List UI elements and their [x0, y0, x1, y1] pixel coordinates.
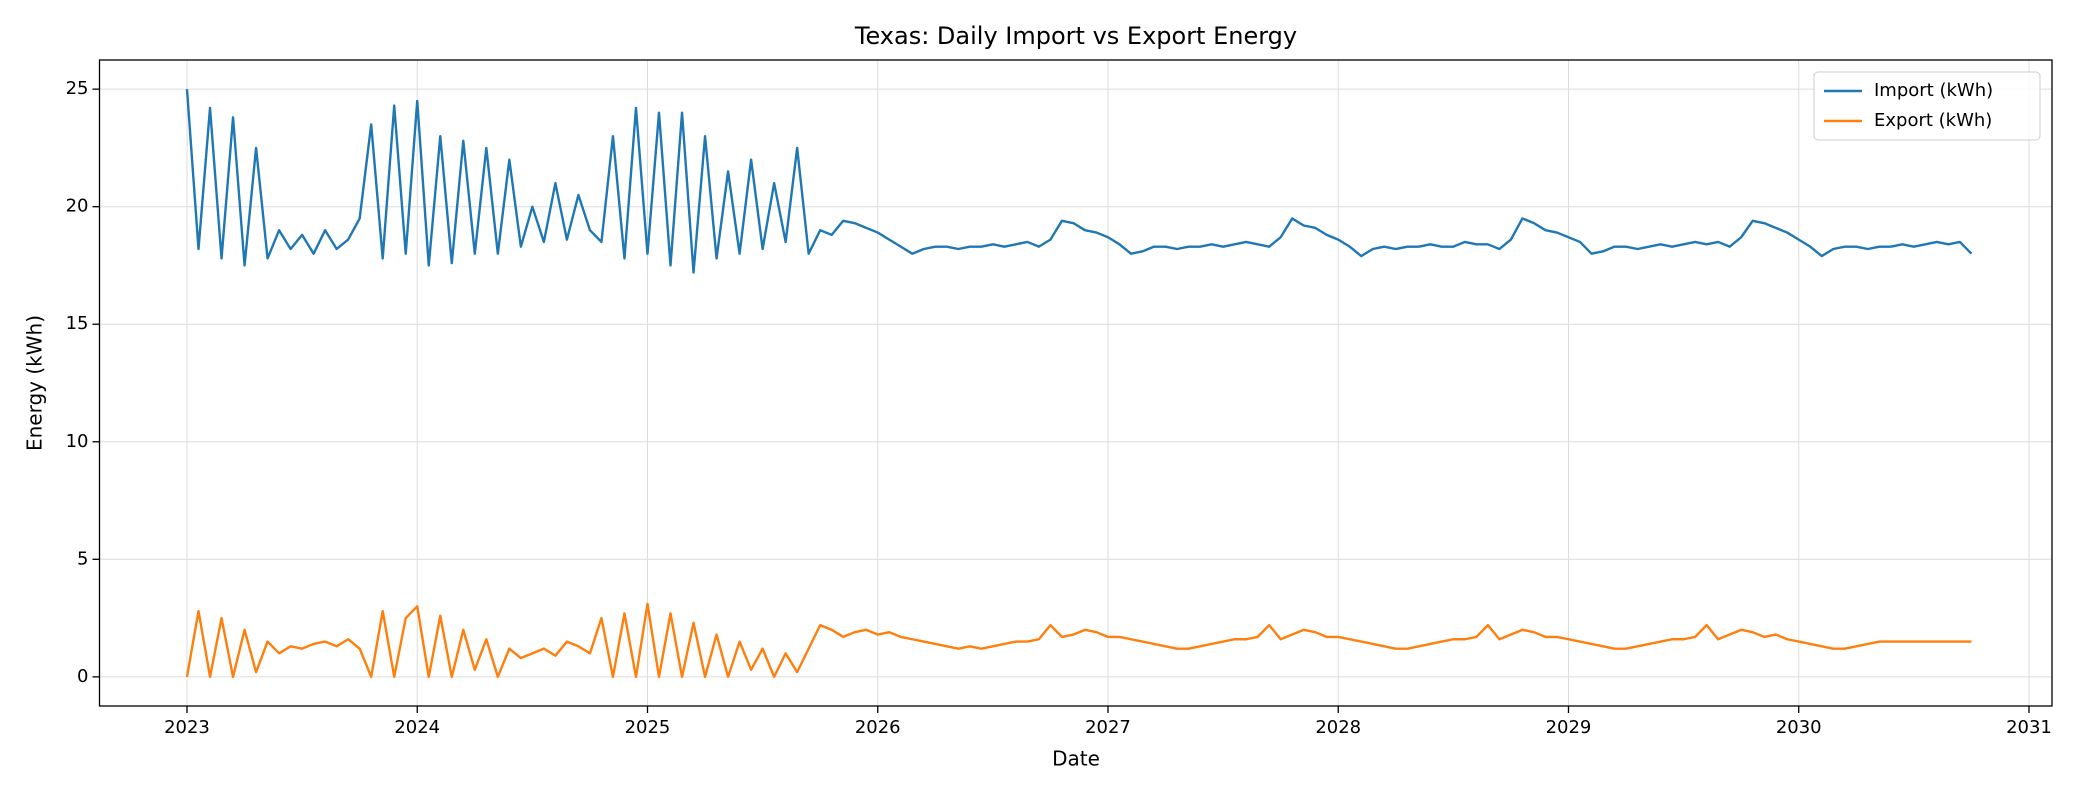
x-tick-label: 2031 — [2006, 717, 2052, 738]
legend-label: Import (kWh) — [1874, 80, 1993, 101]
y-tick-label: 15 — [66, 313, 89, 334]
legend-label: Export (kWh) — [1874, 110, 1992, 131]
y-tick-label: 25 — [66, 78, 89, 99]
x-axis-label: Date — [1052, 747, 1100, 771]
y-tick-label: 0 — [77, 666, 88, 687]
x-tick-label: 2024 — [394, 717, 440, 738]
y-tick-label: 5 — [77, 548, 88, 569]
x-tick-label: 2027 — [1085, 717, 1131, 738]
x-tick-label: 2023 — [164, 717, 210, 738]
chart-title: Texas: Daily Import vs Export Energy — [854, 22, 1297, 50]
x-tick-label: 2030 — [1776, 717, 1822, 738]
y-tick-label: 20 — [66, 196, 89, 217]
y-tick-label: 10 — [66, 431, 89, 452]
x-tick-label: 2029 — [1546, 717, 1592, 738]
x-tick-label: 2025 — [625, 717, 671, 738]
x-tick-label: 2026 — [855, 717, 901, 738]
legend-box — [1813, 71, 2041, 141]
y-axis-label: Energy (kWh) — [23, 315, 47, 451]
plot-frame — [98, 59, 2053, 707]
series-line — [185, 89, 1973, 274]
series-line — [185, 602, 1972, 679]
x-tick-label: 2028 — [1315, 717, 1361, 738]
